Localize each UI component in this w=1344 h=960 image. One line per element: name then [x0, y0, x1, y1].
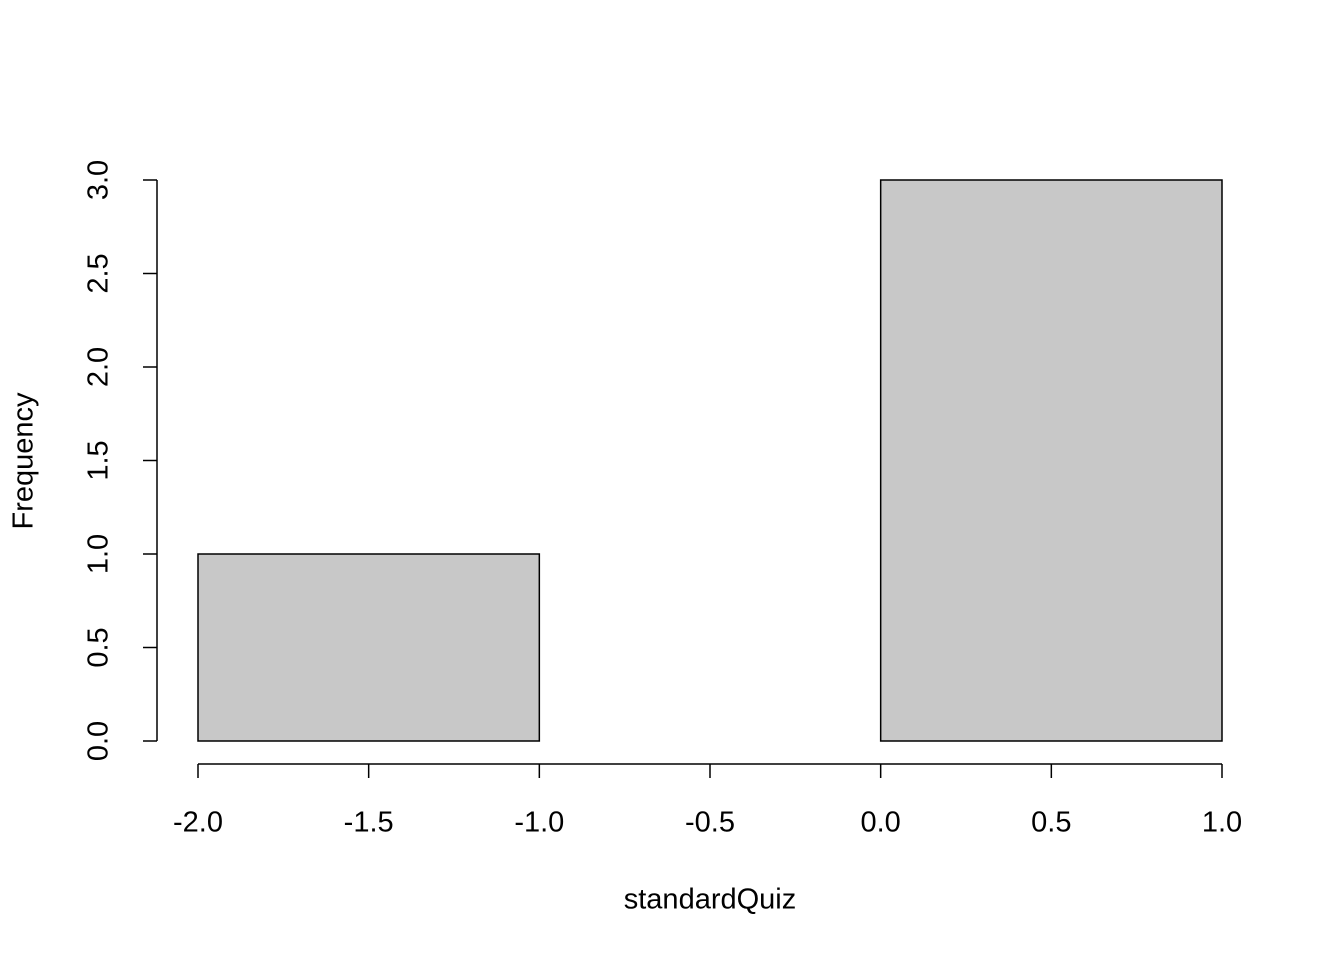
- x-axis-label: standardQuiz: [624, 884, 797, 916]
- x-tick-label: -0.5: [685, 807, 735, 839]
- x-tick-label: -1.0: [514, 807, 564, 839]
- x-tick-label: 1.0: [1202, 807, 1242, 839]
- x-tick-label: 0.0: [861, 807, 901, 839]
- y-tick-label: 2.0: [83, 347, 115, 387]
- y-tick-label: 1.0: [83, 534, 115, 574]
- y-tick-label: 1.5: [83, 440, 115, 480]
- bar: [197, 553, 541, 742]
- y-tick-label: 2.5: [83, 253, 115, 293]
- x-tick-label: 0.5: [1031, 807, 1071, 839]
- y-tick-label: 0.5: [83, 627, 115, 667]
- y-axis-label: Frequency: [8, 392, 40, 530]
- y-tick-label: 0.0: [83, 721, 115, 761]
- y-tick-label: 3.0: [83, 160, 115, 200]
- x-tick-label: -2.0: [173, 807, 223, 839]
- x-tick-label: -1.5: [344, 807, 394, 839]
- bar: [879, 179, 1223, 742]
